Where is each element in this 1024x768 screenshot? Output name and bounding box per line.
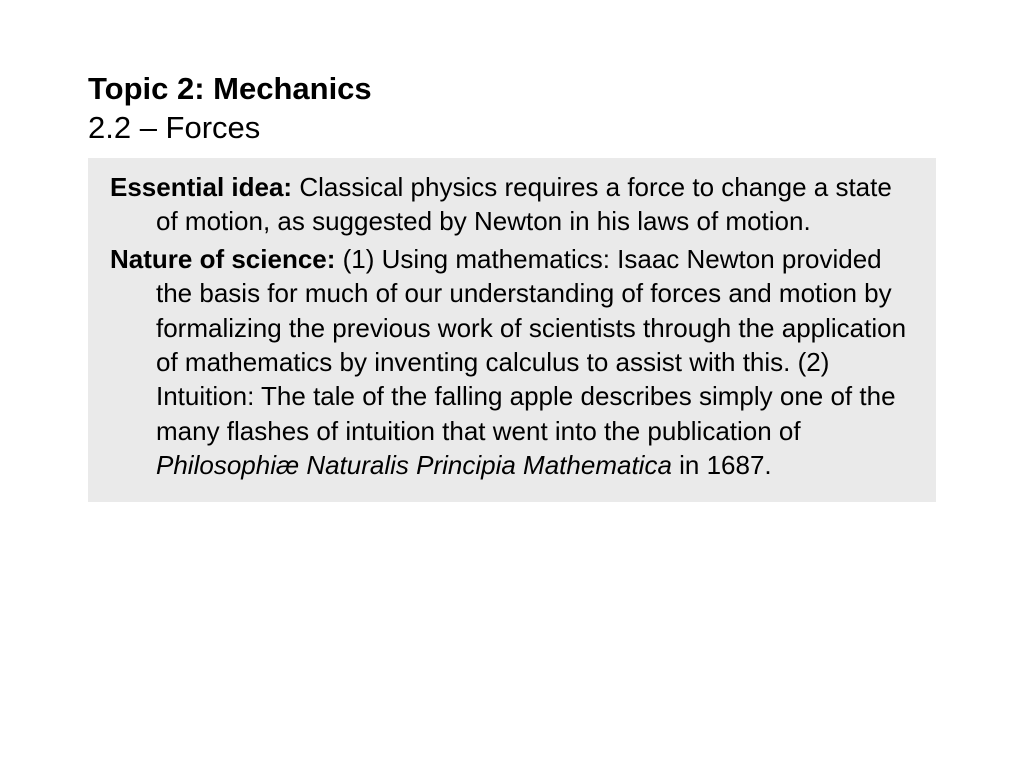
essential-idea-label: Essential idea: bbox=[110, 172, 299, 202]
topic-title: Topic 2: Mechanics bbox=[88, 70, 936, 109]
topic-subtitle: 2.2 – Forces bbox=[88, 109, 936, 148]
nature-of-science-text-2: in 1687. bbox=[672, 450, 772, 480]
slide-heading: Topic 2: Mechanics 2.2 – Forces bbox=[88, 70, 936, 148]
principia-title: Philosophiæ Naturalis Principia Mathemat… bbox=[156, 450, 672, 480]
essential-idea-paragraph: Essential idea: Classical physics requir… bbox=[110, 170, 914, 239]
nature-of-science-paragraph: Nature of science: (1) Using mathematics… bbox=[110, 242, 914, 482]
nature-of-science-text-1: (1) Using mathematics: Isaac Newton prov… bbox=[156, 244, 906, 446]
slide: Topic 2: Mechanics 2.2 – Forces Essentia… bbox=[0, 0, 1024, 768]
nature-of-science-label: Nature of science: bbox=[110, 244, 343, 274]
content-box: Essential idea: Classical physics requir… bbox=[88, 158, 936, 503]
